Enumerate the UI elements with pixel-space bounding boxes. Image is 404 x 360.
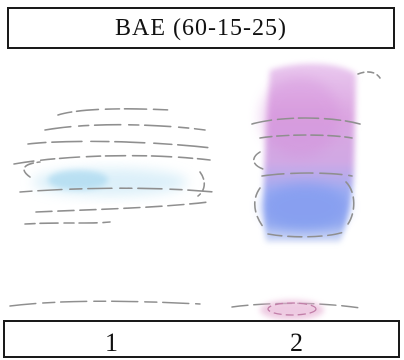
tlc-plate-image xyxy=(9,63,381,320)
lane-2-streak xyxy=(260,63,356,242)
lane-1-spot xyxy=(32,168,188,196)
lane-1-label: 1 xyxy=(105,328,118,357)
origin-line xyxy=(9,300,361,309)
lane-1-pencil-outline xyxy=(13,108,215,225)
lane-2-label: 2 xyxy=(290,328,303,357)
lane-2-pencil-outline xyxy=(251,71,381,238)
lane-2-origin-spot xyxy=(260,300,324,320)
lane-label-box: 1 2 xyxy=(3,320,400,358)
title-box: BAE (60-15-25) xyxy=(7,7,395,49)
plate-title: BAE (60-15-25) xyxy=(115,14,287,41)
